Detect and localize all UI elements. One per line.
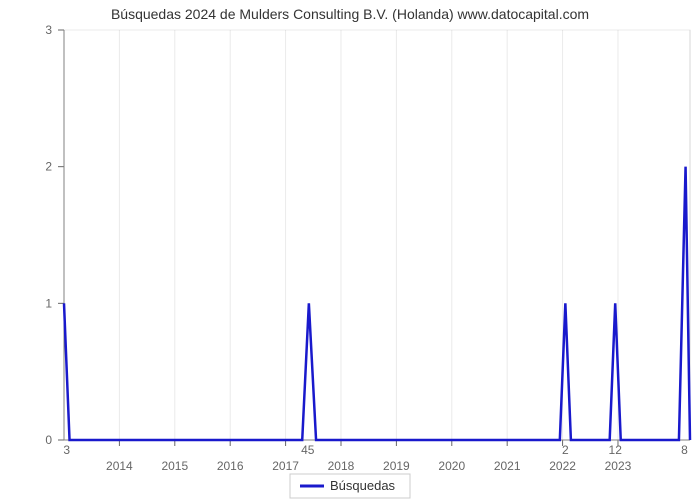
x-tick-label: 2018	[328, 459, 355, 473]
x-tick-label: 2016	[217, 459, 244, 473]
x-value-label: 8	[681, 443, 688, 457]
x-tick-label: 2015	[161, 459, 188, 473]
x-tick-label: 2023	[605, 459, 632, 473]
chart-container: Búsquedas 2024 de Mulders Consulting B.V…	[0, 0, 700, 500]
x-tick-label: 2019	[383, 459, 410, 473]
plot-border	[64, 30, 690, 440]
x-value-label: 12	[609, 443, 623, 457]
x-value-label: 45	[301, 443, 315, 457]
y-tick-label: 0	[45, 433, 52, 447]
x-tick-label: 2021	[494, 459, 521, 473]
x-value-label: 2	[562, 443, 569, 457]
y-tick-label: 1	[45, 296, 52, 310]
y-tick-label: 3	[45, 23, 52, 37]
y-tick-label: 2	[45, 160, 52, 174]
x-value-label: 3	[63, 443, 70, 457]
x-tick-label: 2020	[438, 459, 465, 473]
chart-svg: 0123201420152016201720182019202020212022…	[0, 0, 700, 500]
x-tick-label: 2014	[106, 459, 133, 473]
x-tick-label: 2022	[549, 459, 576, 473]
series-line-busquedas	[64, 167, 690, 440]
x-tick-label: 2017	[272, 459, 299, 473]
legend-label: Búsquedas	[330, 478, 396, 493]
